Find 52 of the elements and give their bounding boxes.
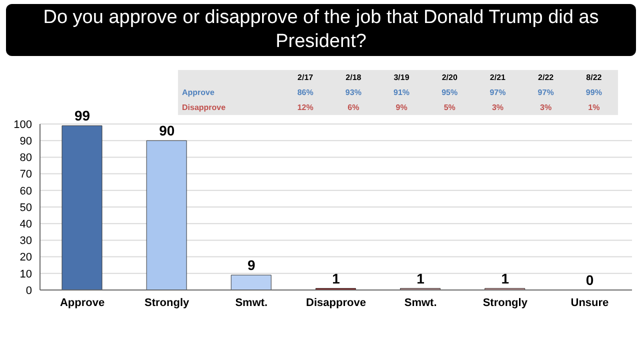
y-tick-label: 30 [20,235,32,248]
data-label: 90 [159,122,175,139]
x-tick-label: Smwt. [235,296,268,309]
x-tick-label: Disapprove [306,296,366,309]
x-tick-label: Strongly [144,296,190,309]
text: 8/22 [585,72,603,84]
x-tick-label: Smwt. [404,296,437,309]
text: 97% [488,87,507,99]
text: 2/22 [537,72,555,84]
text: Disapprove [181,102,227,114]
text: 2/18 [344,72,362,84]
text: 86% [296,87,314,99]
text: 97% [536,87,555,99]
x-tick-label: Strongly [482,296,528,309]
text: 3/19 [392,72,410,84]
text: 1% [587,102,601,114]
data-label: 1 [416,270,425,286]
y-tick-label: 60 [20,185,32,198]
y-tick-label: 10 [20,268,32,280]
x-tick-label: Unsure [570,296,609,309]
text: 2/20 [440,72,458,84]
y-tick-label: 40 [20,218,32,231]
y-tick-label: 20 [20,252,32,264]
x-tick-label: Approve [60,296,105,309]
text: 93% [344,87,362,99]
text: 9% [394,102,408,114]
data-label: 1 [501,270,510,286]
y-tick-label: 0 [26,284,32,297]
y-tick-label: 100 [14,118,32,131]
data-label: 99 [74,108,90,124]
text: 3% [539,102,553,114]
data-label: 0 [586,272,594,288]
text: 99% [584,87,603,99]
text: 2/21 [488,72,506,84]
text: 3% [490,102,504,114]
text: 95% [440,87,459,99]
text: 6% [346,102,360,114]
y-tick-label: 50 [20,202,32,214]
text: 2/17 [296,72,314,84]
y-tick-label: 70 [20,168,32,181]
bar [230,274,272,290]
data-label: 1 [332,270,340,286]
text: 12% [296,102,314,114]
chart-title: Do you approve or disapprove of the job that Donald Trump did as President? [6,4,636,56]
text: 5% [442,102,456,114]
y-tick-label: 90 [20,136,32,148]
text: Approve [181,87,216,99]
bar [146,140,187,290]
bar [62,125,102,290]
text: 91% [392,87,411,99]
data-label: 9 [248,257,256,274]
y-tick-label: 80 [20,152,32,164]
